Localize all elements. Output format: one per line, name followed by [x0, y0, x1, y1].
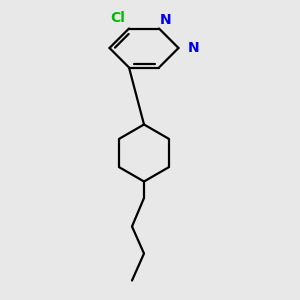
- Text: N: N: [188, 41, 200, 55]
- Text: N: N: [160, 13, 172, 27]
- Text: Cl: Cl: [110, 11, 125, 25]
